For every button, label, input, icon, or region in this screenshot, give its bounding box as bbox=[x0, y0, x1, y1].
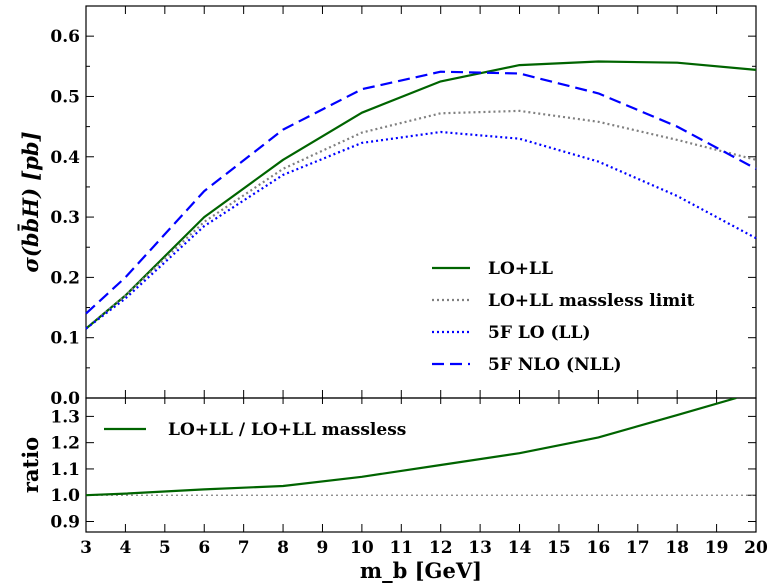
x-tick-label: 20 bbox=[744, 538, 768, 558]
ratio-y-tick-label: 0.9 bbox=[50, 512, 80, 532]
main-y-tick-label: 0.0 bbox=[50, 389, 80, 409]
main-y-axis-label: σ(bb̄H) [pb] bbox=[18, 131, 43, 272]
legend-label: 5F NLO (NLL) bbox=[488, 355, 622, 375]
x-axis-label: m_b [GeV] bbox=[360, 558, 482, 583]
ratio-y-tick-label: 1.3 bbox=[50, 407, 80, 427]
ratio-legend: LO+LL / LO+LL massless bbox=[104, 420, 406, 440]
series-line-lo-ll bbox=[85, 60, 757, 330]
x-tick-label: 16 bbox=[587, 538, 611, 558]
x-tick-label: 10 bbox=[350, 538, 374, 558]
ratio-series-line bbox=[86, 398, 737, 497]
ratio-y-tick-label: 1.2 bbox=[50, 434, 80, 454]
main-y-tick-label: 0.4 bbox=[50, 148, 80, 168]
series-line-lo-ll-massless-limit bbox=[85, 109, 757, 330]
x-tick-label: 17 bbox=[626, 538, 650, 558]
x-tick-label: 9 bbox=[317, 538, 329, 558]
ratio-y-tick-label: 1.0 bbox=[50, 486, 80, 506]
series-line-5f-nlo-nll- bbox=[85, 70, 757, 315]
x-tick-label: 3 bbox=[80, 538, 92, 558]
x-tick-label: 6 bbox=[198, 538, 210, 558]
main-y-ticks: 0.0 0.1 0.2 0.3 0.4 0.5 0.6 bbox=[50, 27, 756, 409]
x-tick-label: 4 bbox=[119, 538, 131, 558]
ratio-y-ticks: 0.9 1.0 1.1 1.2 1.3 bbox=[50, 407, 756, 532]
ratio-legend-label: LO+LL / LO+LL massless bbox=[168, 420, 406, 440]
x-tick-label: 8 bbox=[277, 538, 289, 558]
main-panel-frame bbox=[85, 5, 757, 399]
main-y-tick-label: 0.1 bbox=[50, 329, 80, 349]
x-tick-label: 12 bbox=[429, 538, 453, 558]
legend-label: LO+LL massless limit bbox=[488, 291, 695, 311]
series-line-5f-lo-ll- bbox=[85, 130, 757, 330]
main-y-tick-label: 0.3 bbox=[50, 208, 80, 228]
ratio-y-axis-label: ratio bbox=[18, 437, 43, 493]
x-tick-label: 11 bbox=[389, 538, 413, 558]
ratio-series-lines bbox=[86, 398, 756, 497]
main-legend: LO+LL LO+LL massless limit 5F LO (LL) 5F NL… bbox=[432, 259, 695, 375]
x-tick-label: 13 bbox=[468, 538, 492, 558]
x-tick-label: 14 bbox=[508, 538, 532, 558]
main-y-tick-label: 0.5 bbox=[50, 87, 80, 107]
ratio-panel-frame bbox=[85, 397, 757, 533]
x-tick-label: 5 bbox=[159, 538, 171, 558]
ratio-y-tick-label: 1.1 bbox=[50, 460, 80, 480]
x-tick-label: 18 bbox=[665, 538, 689, 558]
x-tick-label: 19 bbox=[705, 538, 729, 558]
x-tick-label: 7 bbox=[238, 538, 250, 558]
legend-label: 5F LO (LL) bbox=[488, 323, 591, 343]
main-y-tick-label: 0.6 bbox=[50, 27, 80, 47]
main-y-tick-label: 0.2 bbox=[50, 268, 80, 288]
legend-label: LO+LL bbox=[488, 259, 553, 279]
x-ticks: 3 4 5 6 7 8 9 10 11 12 13 14 15 16 17 18 19 20 bbox=[80, 6, 768, 558]
x-tick-label: 15 bbox=[547, 538, 571, 558]
main-series-lines bbox=[85, 60, 757, 330]
